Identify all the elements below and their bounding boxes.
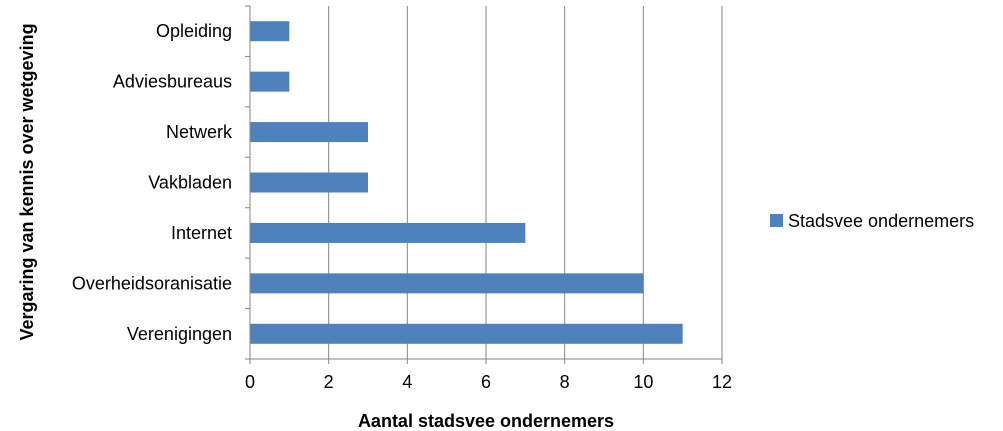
axes — [245, 5, 723, 364]
y-tick-label: Netwerk — [166, 122, 233, 142]
legend-label: Stadsvee ondernemers — [788, 211, 974, 231]
y-tick-label: Vakbladen — [148, 173, 232, 193]
x-tick-label: 4 — [402, 372, 412, 392]
y-axis-title: Vergaring van kennis over wetgeving — [17, 23, 37, 340]
gridlines — [328, 6, 723, 359]
bar — [250, 21, 290, 42]
x-tick-label: 8 — [560, 372, 570, 392]
legend: Stadsvee ondernemers — [770, 211, 974, 231]
y-tick-label: Verenigingen — [127, 324, 232, 344]
x-tick-label: 12 — [712, 372, 732, 392]
y-tick-label: Internet — [171, 223, 232, 243]
tick-labels: 0 2 4 6 8 10 12 Opleiding Adviesbureaus Netwerk Va… — [72, 21, 732, 392]
bar — [250, 172, 368, 193]
bar — [250, 71, 290, 92]
x-tick-label: 2 — [324, 372, 334, 392]
bar — [250, 323, 683, 344]
y-tick-label: Overheidsoranisatie — [72, 273, 232, 293]
y-tick-label: Opleiding — [156, 21, 232, 41]
bar — [250, 122, 368, 143]
bar — [250, 222, 526, 243]
x-axis-title: Aantal stadsvee ondernemers — [358, 411, 614, 431]
x-tick-label: 0 — [245, 372, 255, 392]
legend-swatch — [770, 214, 783, 227]
bar — [250, 273, 644, 294]
bars — [250, 21, 683, 344]
y-tick-label: Adviesbureaus — [113, 72, 232, 92]
x-tick-label: 10 — [633, 372, 653, 392]
x-tick-label: 6 — [481, 372, 491, 392]
